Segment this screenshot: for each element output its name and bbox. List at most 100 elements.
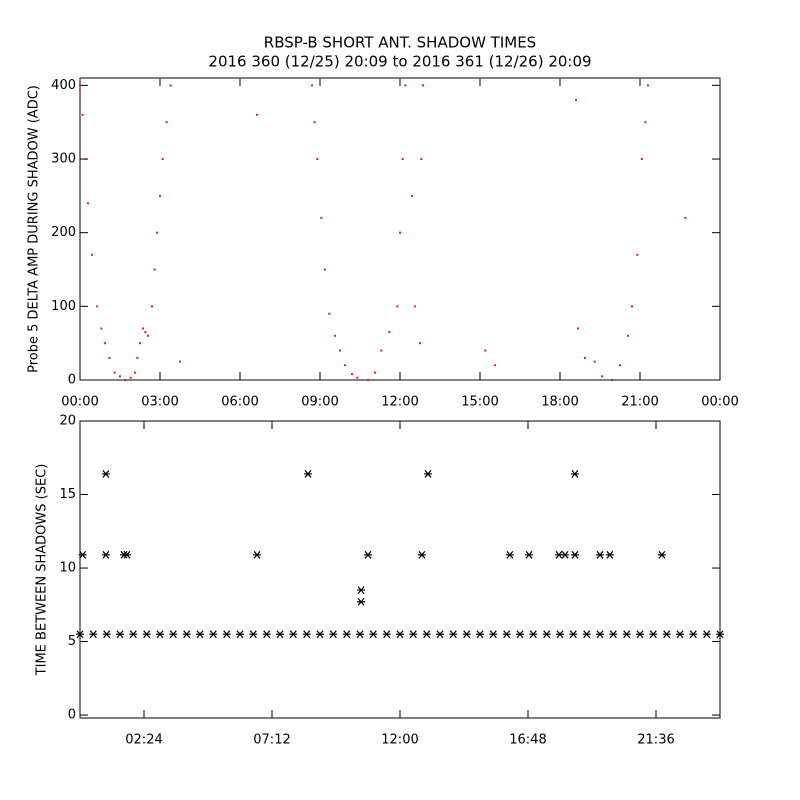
data-point: [119, 375, 121, 378]
data-point: [596, 550, 604, 559]
data-point: [313, 121, 316, 124]
data-point: [316, 158, 319, 161]
y-axis-label: Probe 5 DELTA AMP DURING SHADOW (ADC): [27, 85, 42, 373]
data-point: [122, 550, 131, 559]
data-point: [502, 630, 511, 639]
y-tick-label: 0: [68, 373, 76, 388]
data-point: [373, 371, 376, 374]
y-tick-label: 400: [51, 78, 76, 93]
data-point: [169, 630, 178, 639]
data-point: [222, 630, 231, 639]
data-point: [609, 630, 618, 639]
data-point: [253, 550, 262, 559]
data-point: [324, 268, 327, 271]
data-point: [161, 158, 164, 161]
data-point: [422, 630, 431, 639]
data-point: [367, 379, 369, 381]
data-point: [619, 364, 621, 367]
data-point: [156, 630, 164, 639]
data-point: [505, 550, 514, 559]
data-point: [556, 630, 564, 639]
x-tick-label: 03:00: [141, 395, 178, 410]
data-point: [516, 630, 524, 639]
data-point: [676, 630, 684, 639]
data-point: [165, 121, 168, 124]
data-point: [78, 550, 87, 559]
data-point: [601, 375, 604, 378]
data-point: [489, 630, 498, 639]
data-point: [525, 550, 534, 559]
data-point: [570, 470, 579, 478]
data-point: [100, 327, 103, 330]
data-point: [329, 630, 338, 639]
data-point: [101, 550, 110, 559]
x-tick-label: 00:00: [701, 395, 738, 410]
data-point: [84, 158, 87, 161]
data-point: [81, 113, 84, 116]
data-point: [182, 630, 191, 639]
data-point: [153, 268, 156, 271]
data-point: [622, 630, 631, 639]
data-point: [449, 630, 458, 639]
data-point: [644, 121, 647, 124]
data-point: [124, 379, 127, 381]
data-point: [420, 158, 423, 161]
data-point: [476, 630, 484, 639]
data-point: [684, 216, 687, 219]
data-point: [328, 312, 331, 315]
data-point: [627, 334, 629, 337]
x-tick-label: 09:00: [301, 395, 338, 410]
data-point: [136, 356, 139, 359]
data-point: [316, 630, 324, 639]
chart-subtitle: 2016 360 (12/25) 20:09 to 2016 361 (12/2…: [208, 53, 591, 71]
data-point: [409, 630, 418, 639]
data-point: [129, 630, 138, 639]
data-point: [333, 334, 336, 337]
data-point: [570, 550, 579, 559]
data-point: [108, 356, 111, 359]
data-point: [561, 550, 570, 559]
data-point: [662, 630, 671, 639]
x-tick-label: 07:12: [253, 733, 290, 748]
data-point: [356, 630, 364, 639]
data-point: [102, 630, 111, 639]
data-point: [401, 158, 404, 161]
x-tick-label: 02:24: [125, 733, 162, 748]
data-point: [436, 630, 444, 639]
data-point: [289, 630, 298, 639]
data-point: [169, 84, 172, 87]
data-point: [304, 470, 312, 478]
data-point: [484, 349, 487, 352]
y-tick-label: 100: [51, 299, 76, 314]
data-point: [79, 84, 81, 87]
data-point: [542, 630, 551, 639]
data-point: [413, 305, 416, 308]
data-point: [593, 360, 596, 363]
data-point: [262, 630, 271, 639]
data-point: [311, 84, 313, 87]
data-point: [424, 470, 432, 478]
data-point: [582, 630, 591, 639]
y-tick-label: 20: [59, 414, 76, 429]
data-point: [302, 630, 311, 639]
data-point: [421, 84, 424, 87]
x-tick-label: 18:00: [541, 395, 578, 410]
data-point: [399, 231, 401, 234]
data-point: [396, 630, 404, 639]
data-point: [342, 630, 351, 639]
data-point: [596, 630, 604, 639]
data-point: [101, 470, 110, 478]
data-point: [382, 630, 391, 639]
data-point: [133, 371, 136, 374]
data-point: [351, 373, 353, 376]
x-tick-label: 21:36: [637, 733, 674, 748]
data-point: [575, 99, 577, 102]
data-point: [462, 630, 471, 639]
data-point: [417, 550, 426, 559]
x-tick-label: 15:00: [461, 395, 498, 410]
data-point: [139, 342, 141, 345]
data-point: [364, 550, 372, 559]
data-point: [320, 216, 323, 219]
